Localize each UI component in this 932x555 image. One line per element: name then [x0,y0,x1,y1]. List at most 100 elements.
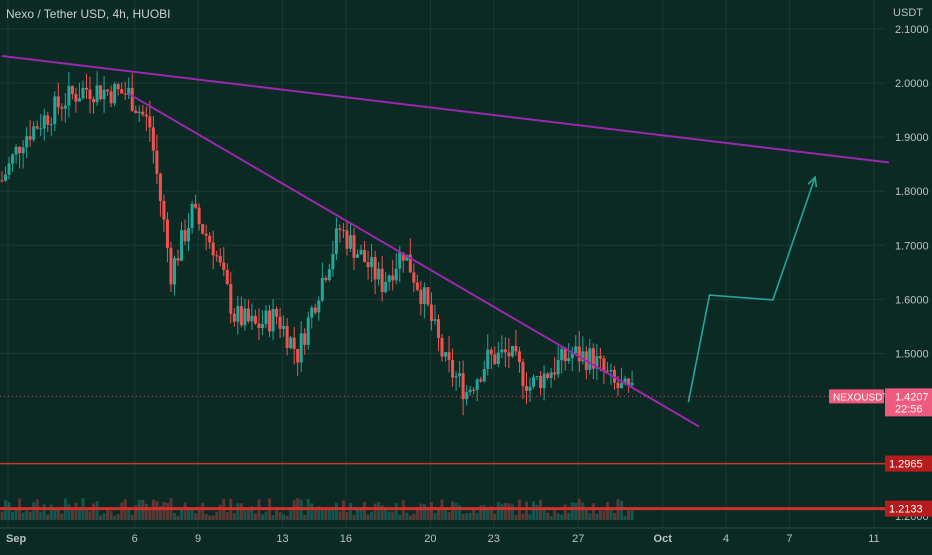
candle-body [486,349,490,369]
volume-bar [524,501,528,520]
y-tick-label: 2.0000 [895,78,929,90]
volume-bar [194,513,198,520]
volume-bar [359,507,363,520]
candle-body [489,349,493,355]
volume-bar [338,511,342,520]
price-axis[interactable]: 2.1000 2.0000 1.9000 1.8000 1.7000 1.6000 1.50… [895,24,929,523]
volume-bar [570,502,574,520]
volume-bar [21,512,25,520]
volume-bar [380,505,384,520]
candle-body [218,256,222,263]
volume-bar [246,508,250,520]
candle-body [21,147,25,154]
candle-body [461,373,465,400]
volume-bar [433,512,437,520]
candle-body [257,323,261,328]
candle-body [271,308,275,332]
candle-body [236,306,240,322]
candle-body [243,308,247,326]
candle-body [292,337,296,350]
candle-body [570,353,574,359]
volume-bar [127,509,131,520]
volume-bar [77,509,81,520]
volume-bar [264,511,268,520]
chart-title: Nexo / Tether USD, 4h, HUOBI [6,7,171,21]
candle-body [598,356,602,359]
volume-bar [605,501,609,520]
volume-bar [232,513,236,520]
candle-body [53,96,57,125]
candle-body [190,203,194,229]
level-price-badge [885,455,932,472]
candle-body [556,360,560,375]
candle-body [553,372,557,375]
candle-body [232,313,236,322]
candle-body [574,346,578,354]
candle-body [11,154,15,164]
candle-body [4,174,8,181]
volume-bar [521,513,525,520]
candle-body [317,300,321,313]
volume-bar [352,514,356,520]
candle-body [285,325,289,349]
volume-bar [535,504,539,520]
volume-bar [612,512,616,520]
volume-bar [493,513,497,520]
volume-bar [106,507,110,520]
volume-bar [595,513,599,520]
candle-body [81,87,85,99]
volume-bar [190,508,194,520]
volume-bar [468,513,472,520]
volume-bar [556,513,560,520]
candle-body [306,317,310,345]
x-tick-label: 16 [340,533,352,545]
projection-line[interactable] [687,176,816,403]
volume-bar [70,509,74,520]
trendlines[interactable] [1,54,890,428]
candle-body [70,85,74,95]
candle-body [348,235,352,249]
volume-bar [503,503,507,520]
candle-body [366,262,370,268]
volume-bar [180,508,184,520]
candle-body [176,258,180,261]
candle-body [352,235,356,258]
candle-body [141,111,145,115]
symbol-badge-label: NEXOUSDT [833,392,889,403]
volume-bar [39,511,43,520]
projection-path[interactable] [687,175,818,403]
candle-body [623,378,627,384]
volume-bar [574,502,578,520]
trendline[interactable] [128,92,700,428]
candle-body [120,89,124,94]
candle-body [370,257,374,268]
candle-body [134,110,138,114]
volume-bar [444,510,448,520]
volume-bar [584,509,588,520]
grid [0,0,885,528]
candle-body [88,89,92,100]
candle-body [581,351,585,362]
volume-bar [176,515,180,520]
candle-body [113,84,117,104]
volume-bar [120,502,124,520]
trendline[interactable] [1,54,890,164]
candle-body [338,228,342,231]
time-axis[interactable]: Sep 6 9 13 16 20 23 27 Oct 4 7 11 [0,527,932,545]
volume-bar [109,510,113,520]
candle-body [282,325,286,329]
volume-bar [292,500,296,520]
volume-bar [158,506,162,520]
support-levels[interactable] [0,462,885,511]
candle-body [144,114,148,117]
volume-bar [630,510,634,520]
candle-body [331,253,335,270]
volume-bar [546,512,550,520]
candle-body [500,349,504,353]
candle-body [155,150,159,174]
candle-body [472,389,476,391]
candle-body [225,270,229,285]
y-tick-label: 2.1000 [895,24,929,36]
